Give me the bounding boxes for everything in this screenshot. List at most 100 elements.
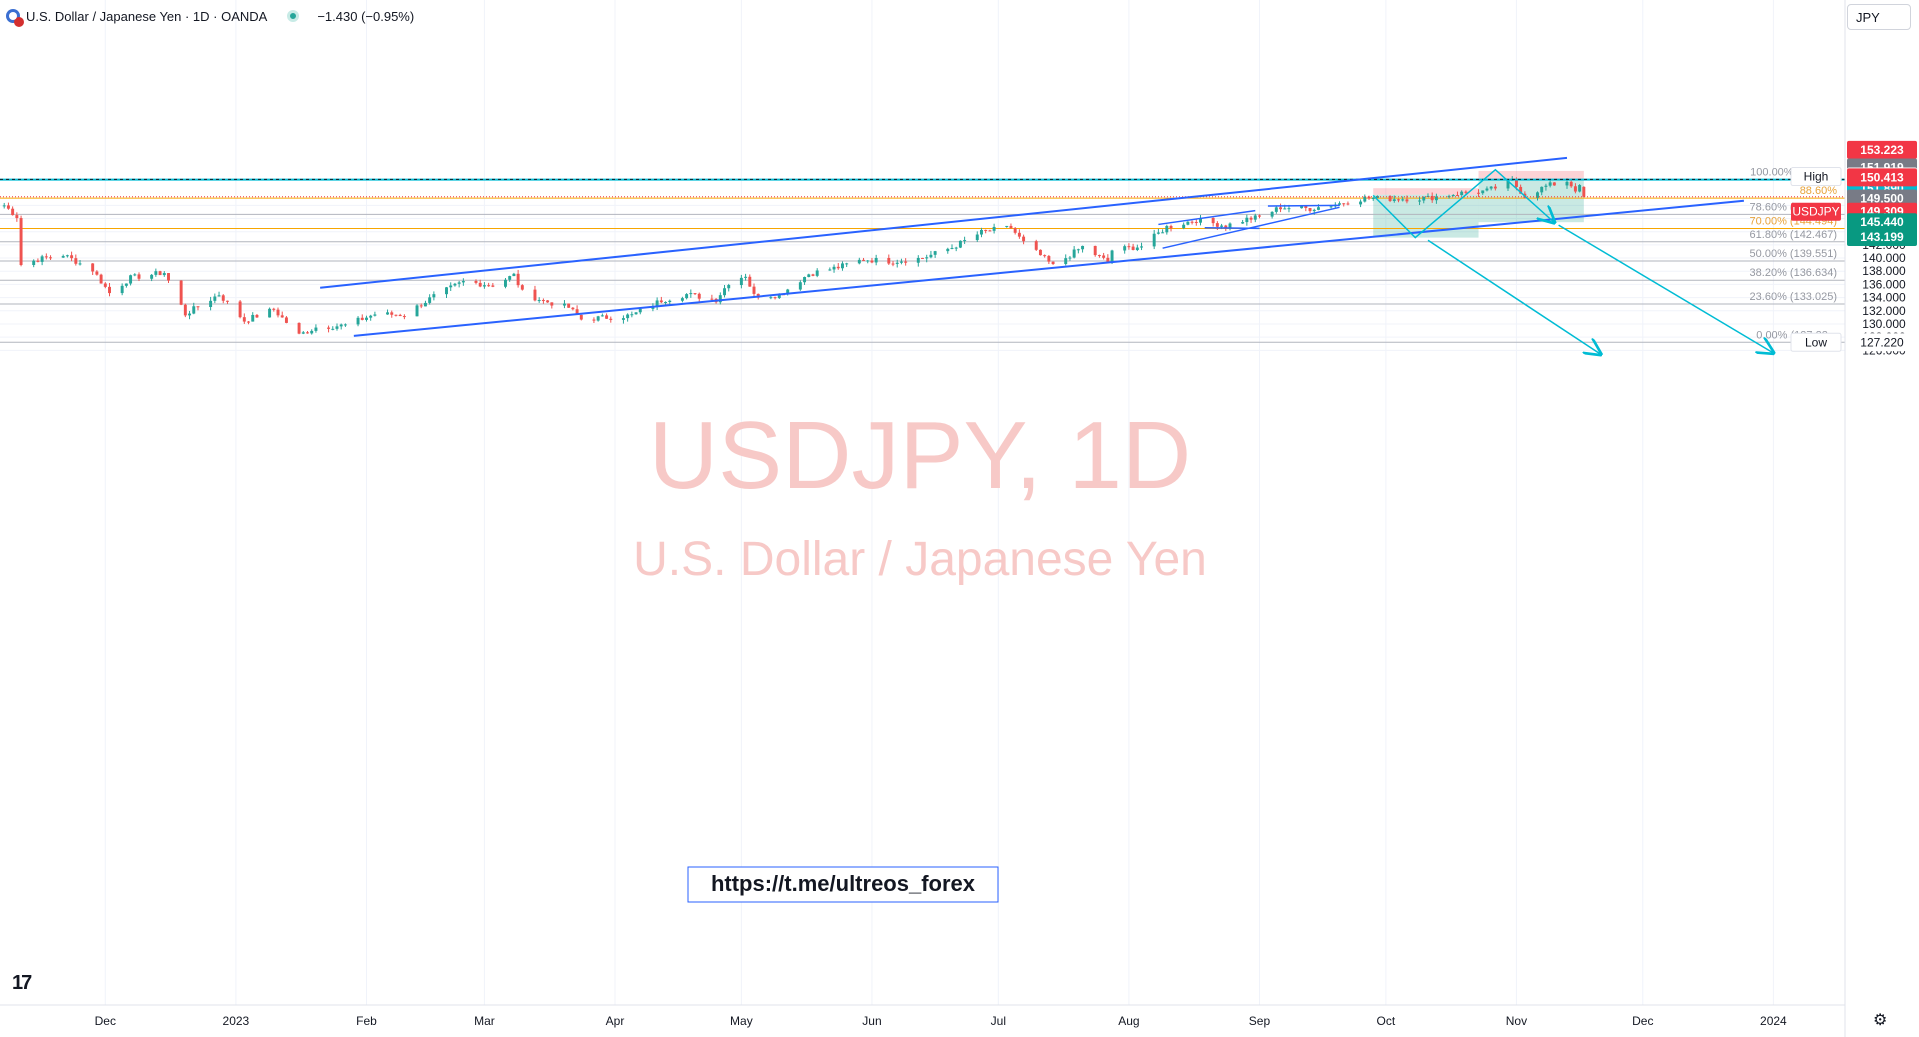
candle-body [512, 273, 516, 277]
candle-body [251, 314, 255, 322]
candle-body [950, 247, 954, 249]
candle-body [445, 287, 448, 295]
candle-body [415, 305, 419, 317]
candle-body [1051, 261, 1055, 265]
candle-body [1228, 223, 1232, 228]
time-tick-label: Jun [862, 1014, 881, 1028]
candle-body [419, 305, 423, 307]
candle-body [364, 317, 368, 320]
candle-body [946, 248, 950, 252]
candle-body [301, 332, 305, 334]
candle-body [221, 295, 225, 301]
candle-body [680, 298, 684, 301]
candle-body [1241, 222, 1245, 224]
candle-body [769, 297, 773, 299]
price-tick-label: 136.000 [1862, 277, 1906, 291]
candle-body [40, 256, 44, 262]
axis-price-label [1847, 168, 1917, 187]
time-tick-label: May [730, 1014, 753, 1028]
candle-body [1481, 190, 1485, 194]
candle-body [567, 303, 571, 308]
position-zones [1373, 170, 1584, 238]
price-tick-label: 140.000 [1862, 251, 1906, 265]
candle-body [297, 322, 301, 334]
time-tick-label: Oct [1377, 1014, 1396, 1028]
candle-body [1552, 182, 1556, 186]
time-tick-label: Feb [356, 1014, 377, 1028]
candle-body [1485, 188, 1489, 191]
candle-body [196, 306, 200, 308]
candle-body [748, 276, 752, 287]
link-box[interactable]: https://t.me/ultreos_forex [687, 866, 999, 903]
candle-body [1540, 186, 1544, 193]
candle-body [1013, 228, 1017, 233]
candle-body [432, 294, 436, 298]
market-status-icon [287, 10, 300, 22]
candle-body [1451, 195, 1455, 197]
candle-body [1363, 196, 1367, 202]
candle-body [887, 257, 891, 264]
candle-body [697, 293, 701, 299]
candle-body [963, 240, 967, 242]
symbol-header[interactable]: U.S. Dollar / Japanese Yen · 1D · OANDA … [0, 4, 414, 28]
candle-body [575, 309, 579, 315]
candle-body [866, 260, 870, 262]
settings-gear-icon[interactable]: ⚙ [1873, 1012, 1888, 1029]
fib-level-label: 88.60% [1800, 185, 1838, 197]
candle-body [373, 314, 377, 316]
tradingview-logo-icon[interactable]: 17 [12, 972, 32, 994]
candle-body [1076, 249, 1080, 251]
candle-body [15, 215, 19, 219]
candle-body [638, 308, 642, 313]
candle-body [70, 255, 74, 259]
candle-body [609, 318, 613, 320]
candle-body [327, 327, 331, 329]
candle-body [1199, 217, 1202, 223]
candle-body [1156, 232, 1160, 234]
candle-body [975, 234, 979, 241]
candle-body [1422, 196, 1426, 201]
candle-body [773, 297, 777, 299]
price-change: −1.430 (−0.95%) [317, 8, 415, 24]
candle-body [1397, 199, 1400, 201]
candle-body [954, 247, 958, 249]
candle-body [1489, 186, 1493, 189]
candle-body [1274, 207, 1278, 212]
axis-tag [1790, 332, 1842, 352]
candle-body [571, 307, 575, 310]
candle-body [238, 301, 242, 318]
candle-body [592, 319, 596, 321]
candle-body [19, 218, 23, 265]
candle-body [129, 275, 133, 284]
candle-body [310, 330, 314, 334]
axis-price-text: 143.199 [1860, 230, 1904, 244]
time-tick-label: Dec [1632, 1014, 1653, 1028]
candle-body [655, 300, 659, 307]
time-axis[interactable]: Dec 2023 Feb Mar Apr May Jun Jul Aug Sep Oct Nov Dec… [0, 1004, 1845, 1028]
candle-body [255, 314, 259, 318]
candle-body [723, 288, 726, 296]
wedge-line [1267, 204, 1340, 207]
candle-body [1152, 233, 1156, 247]
candle-body [929, 254, 933, 258]
candle-body [461, 280, 465, 283]
price-labels: 153.223151.919151.911High151.890150.4131… [1790, 140, 1917, 352]
candle-body [1569, 181, 1573, 187]
candle-body [895, 262, 899, 264]
candle-body [360, 317, 364, 320]
candle-body [921, 257, 924, 259]
candle-body [1093, 245, 1097, 256]
candle-body [664, 302, 668, 304]
candle-body [508, 276, 512, 280]
candle-body [1304, 205, 1308, 209]
candle-body [1316, 207, 1320, 210]
symbol-title[interactable]: U.S. Dollar / Japanese Yen · 1D · OANDA [26, 8, 268, 24]
candle-body [777, 294, 781, 299]
candle-body [209, 300, 213, 307]
candle-body [1329, 206, 1333, 208]
candle-body [306, 332, 309, 334]
currency-button[interactable]: JPY [1847, 4, 1911, 30]
candle-body [739, 277, 743, 286]
candle-body [752, 286, 756, 294]
